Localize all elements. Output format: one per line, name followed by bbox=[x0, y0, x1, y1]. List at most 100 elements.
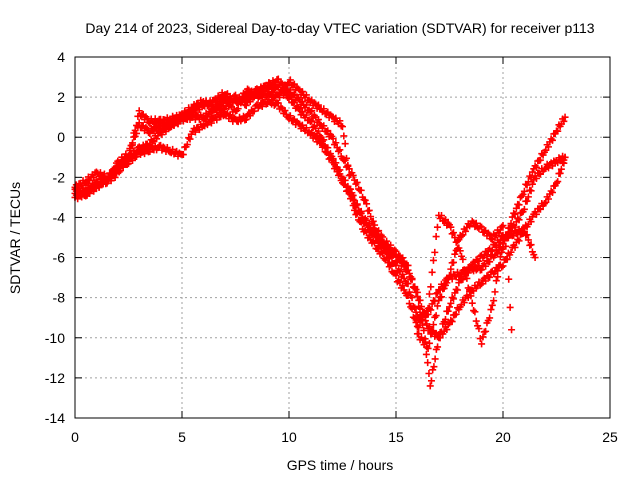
plus-marker bbox=[329, 135, 337, 143]
plus-marker bbox=[488, 236, 496, 244]
plus-marker bbox=[432, 233, 440, 241]
plus-marker bbox=[482, 277, 490, 285]
y-tick-label: 2 bbox=[57, 89, 65, 105]
y-tick-label: -14 bbox=[45, 410, 65, 426]
plus-marker bbox=[286, 92, 294, 100]
plus-marker bbox=[294, 85, 302, 93]
plus-marker bbox=[450, 295, 458, 303]
plus-marker bbox=[377, 240, 385, 248]
plus-marker bbox=[302, 101, 310, 109]
plus-marker bbox=[163, 144, 171, 152]
plus-marker bbox=[416, 296, 424, 304]
plus-marker bbox=[486, 258, 494, 266]
y-tick-label: -4 bbox=[53, 209, 66, 225]
plus-marker bbox=[379, 242, 387, 250]
plus-marker bbox=[375, 244, 383, 252]
plus-marker bbox=[510, 209, 518, 217]
plus-marker bbox=[324, 127, 332, 135]
x-tick-label: 10 bbox=[281, 429, 297, 445]
plus-marker bbox=[560, 117, 568, 125]
plus-marker bbox=[433, 223, 441, 231]
plus-marker bbox=[404, 292, 412, 300]
y-tick-label: -12 bbox=[45, 370, 65, 386]
plus-marker bbox=[399, 282, 407, 290]
plus-marker bbox=[223, 97, 231, 105]
plus-marker bbox=[472, 219, 480, 227]
plus-marker bbox=[491, 288, 499, 296]
plus-marker bbox=[561, 113, 569, 121]
plus-marker bbox=[298, 98, 306, 106]
plus-marker bbox=[553, 179, 560, 187]
plot-frame bbox=[74, 56, 611, 419]
plus-marker bbox=[512, 204, 520, 212]
plus-marker bbox=[119, 163, 127, 171]
plus-marker bbox=[496, 253, 504, 261]
plus-marker bbox=[446, 271, 453, 279]
plus-marker bbox=[403, 267, 411, 275]
plus-marker bbox=[238, 94, 246, 102]
plus-marker bbox=[540, 200, 548, 208]
plus-marker bbox=[471, 308, 479, 316]
plus-marker bbox=[392, 271, 400, 279]
plus-marker bbox=[131, 126, 139, 134]
plus-marker bbox=[404, 280, 412, 288]
plus-marker bbox=[125, 156, 132, 164]
plus-marker bbox=[280, 87, 288, 95]
plus-marker bbox=[237, 99, 245, 107]
plus-marker bbox=[302, 124, 310, 132]
plus-marker bbox=[278, 86, 286, 94]
plus-marker bbox=[373, 245, 381, 253]
plus-marker bbox=[412, 308, 420, 316]
plus-marker bbox=[486, 273, 494, 281]
plus-marker bbox=[185, 134, 193, 142]
plus-marker bbox=[523, 197, 531, 205]
plus-marker bbox=[344, 161, 352, 169]
plus-marker bbox=[324, 144, 332, 152]
plus-marker bbox=[507, 228, 515, 236]
axis-ticks: 0 5 10 15 20 25 -14 -12 -10 -8 -6 -4 -2 0 2 4 bbox=[45, 49, 618, 445]
plus-marker bbox=[554, 127, 562, 135]
plus-marker bbox=[421, 310, 429, 318]
plus-marker bbox=[341, 140, 349, 148]
plus-marker bbox=[302, 111, 310, 119]
plus-marker bbox=[440, 217, 448, 225]
plus-marker bbox=[556, 169, 564, 177]
plus-marker bbox=[79, 188, 87, 196]
plus-marker bbox=[298, 108, 306, 116]
plus-marker bbox=[205, 101, 213, 109]
plus-marker bbox=[482, 262, 490, 270]
plus-marker bbox=[343, 154, 351, 162]
plus-marker bbox=[444, 307, 452, 315]
plus-marker bbox=[179, 112, 187, 120]
plus-marker bbox=[425, 290, 433, 298]
plus-marker bbox=[544, 143, 552, 151]
plus-marker bbox=[412, 318, 420, 326]
plus-marker bbox=[515, 201, 523, 209]
plus-marker bbox=[447, 223, 455, 231]
plus-marker bbox=[421, 338, 429, 346]
plus-marker bbox=[417, 303, 425, 311]
plus-marker bbox=[96, 169, 104, 177]
plus-marker bbox=[532, 174, 540, 182]
plus-marker bbox=[294, 95, 302, 103]
plus-marker bbox=[258, 93, 266, 101]
plus-marker bbox=[191, 128, 199, 136]
plus-marker bbox=[490, 297, 498, 305]
plus-marker bbox=[470, 307, 478, 315]
y-tick-label: -2 bbox=[53, 169, 66, 185]
plus-marker bbox=[447, 265, 455, 273]
plus-marker bbox=[306, 130, 314, 138]
series-track-d bbox=[71, 76, 569, 348]
plus-marker bbox=[234, 105, 242, 113]
plus-marker bbox=[447, 299, 455, 307]
plus-marker bbox=[90, 174, 98, 182]
plus-marker bbox=[322, 128, 330, 136]
plus-marker bbox=[514, 235, 522, 243]
plus-marker bbox=[427, 330, 435, 338]
plus-marker bbox=[409, 313, 417, 321]
plus-marker bbox=[191, 104, 199, 112]
plus-marker bbox=[448, 230, 456, 238]
plus-marker bbox=[431, 355, 439, 363]
